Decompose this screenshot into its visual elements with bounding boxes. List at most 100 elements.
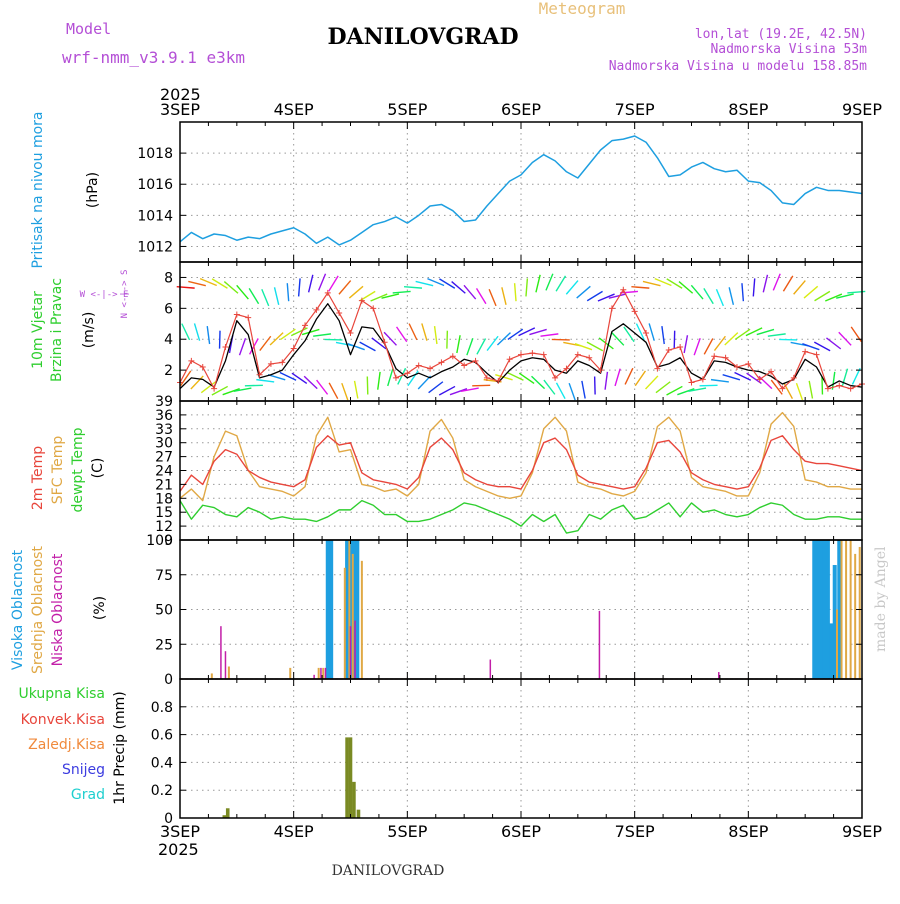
pressure-unit: (hPa) [85,172,101,208]
x-date-label-bottom: 5SEP [387,822,427,841]
high-cloud-bar [826,540,830,679]
wind-direction-arrow [526,278,527,296]
wind-direction-arrow [467,338,473,355]
wind-direction-arrow [262,289,269,306]
wind-direction-arrow [378,372,380,390]
wind-direction-arrow [287,283,288,301]
y-tick-label: 1018 [137,146,173,162]
gust-marker [814,352,820,358]
wind-unit: (m/s) [81,312,97,349]
y-tick-label: 39 [155,394,173,410]
wind-direction-arrow [784,383,793,399]
gust-marker [643,330,649,336]
high-cloud-label: Visoka Oblacnost [10,549,26,670]
x-date-label-top: 3SEP [160,100,200,119]
y-tick-label: 1014 [137,208,173,224]
x-date-label-bottom: 6SEP [501,822,541,841]
wind-label-line1: 10m Vjetar [30,291,46,369]
wind-direction-arrow [477,339,486,355]
panel-frame [180,122,862,262]
sfc-temp-label: SFC Temp [50,436,66,505]
wind-direction-arrow [544,380,555,394]
y-tick-label: 30 [155,436,173,452]
y-tick-label: 0.4 [151,755,173,771]
wind-direction-arrow [575,344,592,350]
x-date-label-top: 8SEP [728,100,768,119]
mid-cloud-bar [845,540,847,679]
precip-unit: 1hr Precip (mm) [112,691,128,804]
wind-direction-arrow [646,376,658,389]
wind-direction-arrow [529,329,546,334]
wind-direction-arrow [329,383,338,399]
y-tick-label: 0.8 [151,700,173,716]
wind-direction-arrow [729,287,733,305]
wind-direction-arrow [489,289,496,306]
wind-direction-arrow [716,289,723,306]
wind-direction-arrow [342,383,348,400]
y-tick-label: 8 [164,270,173,286]
wind-direction-arrow [691,285,703,299]
precip-bar [226,808,230,818]
wind-direction-arrow [256,380,274,382]
wind-direction-arrow [477,288,486,303]
wind-direction-arrow [783,276,792,291]
wind-direction-arrow [502,287,506,305]
gust-marker [609,305,615,311]
x-date-label-bottom: 8SEP [728,822,768,841]
wind-direction-arrow [388,369,393,386]
low-cloud-label: Niska Oblacnost [50,553,66,666]
mid-cloud-bar [841,540,843,679]
y-tick-label: 2 [164,363,173,379]
wind-direction-arrow [711,380,729,382]
gust-marker [188,358,194,364]
wind-label-line2: Brzina i Pravac [49,278,65,382]
high-cloud-bar [829,623,833,679]
precip-bar [352,782,356,818]
wind-direction-arrow [794,281,806,295]
y-tick-label: 15 [155,505,173,521]
pressure-line [180,136,862,245]
x-date-label-top: 4SEP [274,100,314,119]
low-cloud-bar [718,672,720,679]
wind-direction-arrow [796,383,802,400]
wind-direction-arrow [753,278,754,296]
gust-marker [529,350,535,356]
y-tick-label: 24 [155,464,173,480]
wind-direction-arrow [457,335,460,353]
wind-direction-arrow [852,368,860,384]
gust-marker [848,386,854,392]
gust-marker [836,383,842,389]
low-cloud-bar [325,668,327,679]
gust-marker [711,353,717,359]
wind-direction-arrow [240,338,246,355]
wind-direction-arrow [182,324,190,340]
y-tick-label: 25 [155,637,173,653]
wind-direction-arrow [439,279,454,288]
y-tick-label: 100 [146,533,173,549]
gust-marker [689,379,695,385]
mid-cloud-bar [289,668,291,679]
wind-direction-arrow [416,281,434,285]
mid-cloud-bar [211,673,213,679]
gust-marker [211,386,217,392]
wind-direction-arrow [677,389,694,395]
wind-direction-arrow [339,281,351,295]
wind-direction-arrow [546,274,553,291]
gust-marker [438,359,444,365]
x-date-label-top: 9SEP [842,100,882,119]
high-cloud-bar [812,540,816,679]
wind-direction-arrow [299,278,300,296]
gust-marker [348,330,354,336]
x-date-label-top: 5SEP [387,100,427,119]
footer-title: DANILOVGRAD [332,863,445,879]
model-name: wrf-nmm_v3.9.1 e3km [62,48,245,67]
wind-direction-arrow [768,334,786,336]
mid-cloud-bar [850,540,852,679]
high-cloud-bar [355,540,359,679]
wind-direction-arrow [515,283,516,301]
precip-bar [349,737,353,818]
gust-marker [677,344,683,350]
mid-cloud-bar [854,554,856,679]
